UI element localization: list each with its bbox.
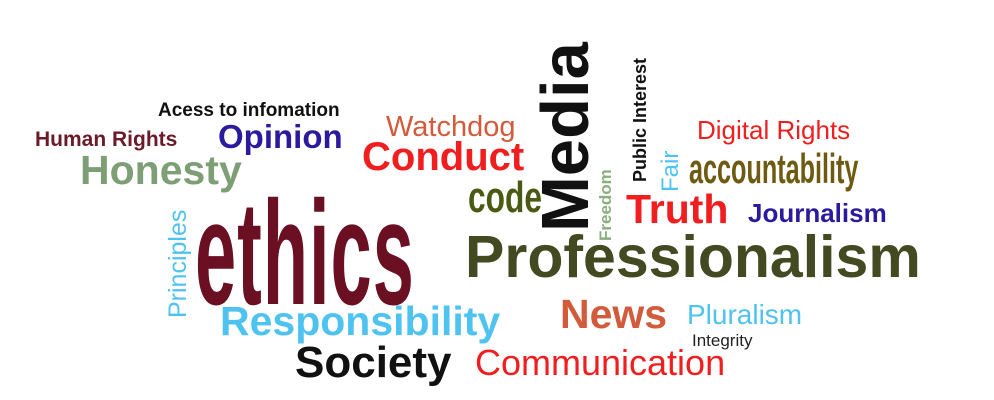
word-public-interest: Public Interest [630, 57, 650, 182]
word-watchdog: Watchdog [386, 111, 516, 143]
word-code-text: code [468, 173, 542, 222]
word-integrity: Integrity [692, 331, 753, 350]
word-ethics-text: ethics [195, 171, 415, 336]
word-digital-rights: Digital Rights [697, 115, 851, 145]
word-media: Media [528, 42, 603, 232]
word-principles: Principles [164, 209, 192, 318]
word-accountability: accountability [689, 148, 971, 190]
word-journalism: Journalism [748, 198, 887, 228]
word-human-rights: Human Rights [35, 128, 178, 151]
word-society: Society [295, 338, 452, 387]
word-code: code [468, 176, 571, 220]
word-opinion: Opinion [218, 118, 343, 155]
word-access-to-information: Acess to infomation [158, 100, 340, 121]
word-professionalism: Professionalism [465, 224, 921, 290]
word-accountability-text: accountability [689, 145, 859, 192]
word-responsibility: Responsibility [220, 298, 501, 344]
word-truth: Truth [626, 186, 729, 232]
word-communication: Communication [475, 342, 726, 383]
word-news: News [560, 291, 668, 337]
word-pluralism: Pluralism [687, 299, 803, 330]
word-conduct: Conduct [362, 135, 525, 179]
word-honesty: Honesty [80, 147, 242, 193]
word-ethics: ethics [195, 180, 635, 328]
